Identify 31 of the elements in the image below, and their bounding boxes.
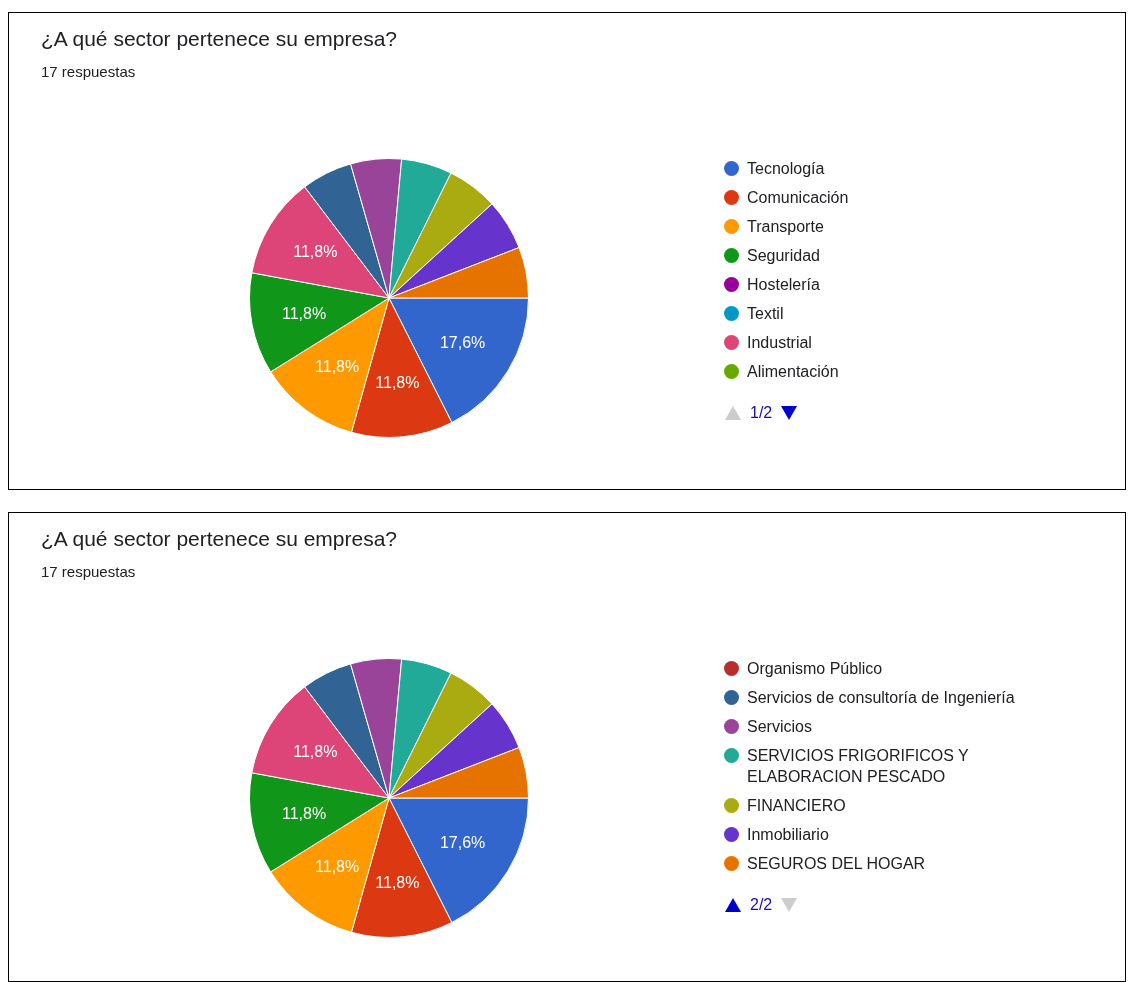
data-label: 17,6% xyxy=(439,333,486,351)
text: 2/2 xyxy=(750,896,773,914)
legend-label: Alimentación xyxy=(747,362,839,382)
legend-label: Textil xyxy=(747,304,784,324)
text: 17 respuestas xyxy=(41,63,136,80)
data-label: 11,8% xyxy=(293,743,338,761)
legend-label: Inmobiliario xyxy=(747,825,829,845)
text: 17 respuestas xyxy=(41,563,136,580)
text: 1/2 xyxy=(750,404,773,422)
data-label: 11,8% xyxy=(315,357,360,375)
data-label: 11,8% xyxy=(375,374,420,392)
data-label: 11,8% xyxy=(293,243,338,261)
legend-label: Comunicación xyxy=(747,188,849,208)
legend-label: SERVICIOS FRIGORIFICOS Y ELABORACION PESCADO xyxy=(747,746,970,787)
legend-label: FINANCIERO xyxy=(747,796,846,816)
legend-label: Industrial xyxy=(747,333,812,353)
data-label: 11,8% xyxy=(375,874,420,892)
legend-label: Seguridad xyxy=(747,246,820,266)
data-label: 11,8% xyxy=(315,857,360,875)
legend-label: Servicios de consultoría de Ingeniería xyxy=(747,688,1015,708)
legend-label: Organismo Público xyxy=(747,659,883,679)
legend-label: Hostelería xyxy=(747,275,820,295)
chart-title: ¿A qué sector pertenece su empresa? xyxy=(41,527,398,551)
data-label: 17,6% xyxy=(439,833,486,851)
data-label: 11,8% xyxy=(281,804,327,822)
legend-label: Servicios xyxy=(747,717,812,737)
chart-title: ¿A qué sector pertenece su empresa? xyxy=(41,27,398,51)
data-label: 11,8% xyxy=(281,304,327,322)
legend-label: Transporte xyxy=(747,217,824,237)
legend-label: SEGUROS DEL HOGAR xyxy=(747,854,926,874)
legend-label: Tecnología xyxy=(747,159,825,179)
